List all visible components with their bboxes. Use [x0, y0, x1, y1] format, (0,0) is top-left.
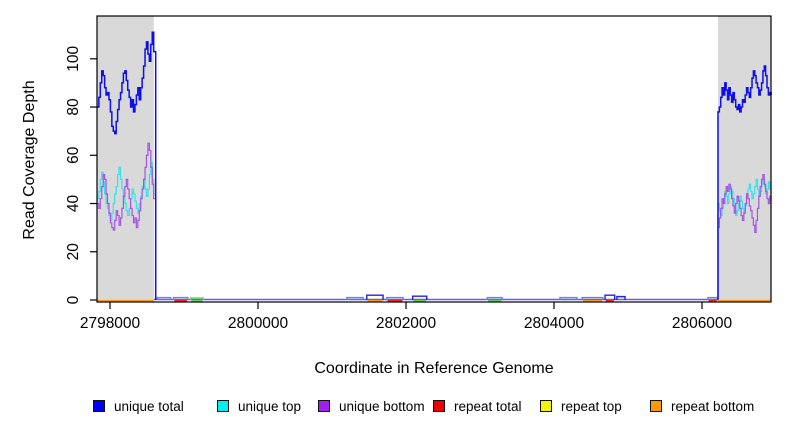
coverage-bump: [386, 296, 404, 300]
legend-item-repeat-bottom: repeat bottom: [650, 396, 754, 416]
coverage-bump: [604, 294, 616, 300]
legend-item-repeat-top: repeat top: [540, 396, 622, 416]
legend-label: repeat bottom: [671, 398, 755, 414]
coverage-bump: [486, 296, 503, 300]
legend-label: unique total: [114, 398, 184, 414]
legend-item-unique-bottom: unique bottom: [318, 396, 425, 416]
x-tick-label: 2798000: [80, 315, 141, 332]
coverage-bump: [156, 296, 172, 300]
repeat-bottom-swatch-icon: [650, 400, 662, 412]
coverage-bump: [172, 296, 189, 300]
unique-top-swatch-icon: [217, 400, 229, 412]
series-unique-top: [97, 161, 157, 300]
unique-bottom-swatch-icon: [318, 400, 330, 412]
coverage-bump: [559, 296, 578, 300]
plot-border: [96, 15, 772, 303]
legend-label: repeat total: [454, 398, 522, 414]
y-tick-label: 0: [65, 295, 82, 304]
coverage-bump: [366, 294, 384, 300]
coverage-bump: [581, 296, 604, 300]
y-tick-label: 40: [65, 195, 82, 213]
y-tick-label: 20: [65, 243, 82, 261]
legend-item-unique-total: unique total: [93, 396, 184, 416]
repeat-top-swatch-icon: [540, 400, 552, 412]
series-unique-bottom: [97, 142, 157, 300]
series-unique-bottom: [717, 173, 772, 300]
legend-item-unique-top: unique top: [217, 396, 301, 416]
unique-total-swatch-icon: [93, 400, 105, 412]
legend-item-repeat-total: repeat total: [433, 396, 522, 416]
coverage-bump: [346, 296, 364, 300]
coverage-bump: [411, 295, 428, 300]
coverage-bump: [616, 295, 626, 300]
y-tick-label: 80: [65, 98, 82, 116]
shaded-region: [717, 16, 771, 302]
y-tick-label: 100: [65, 45, 82, 71]
legend-label: unique top: [238, 398, 302, 414]
y-tick-label: 60: [65, 146, 82, 164]
legend-label: repeat top: [561, 398, 622, 414]
repeat-total-swatch-icon: [433, 400, 445, 412]
x-axis-title: Coordinate in Reference Genome: [314, 360, 554, 377]
legend-label: unique bottom: [339, 398, 425, 414]
x-tick-label: 2804000: [524, 315, 585, 332]
x-tick-label: 2800000: [228, 315, 289, 332]
x-tick-label: 2802000: [376, 315, 437, 332]
coverage-bump: [189, 297, 204, 300]
x-tick-label: 2806000: [672, 315, 733, 332]
legend: unique total unique top unique bottom re…: [0, 396, 792, 420]
series-unique-total: [97, 31, 157, 300]
series-unique-total: [717, 65, 772, 300]
y-axis-title: Read Coverage Depth: [21, 80, 38, 240]
